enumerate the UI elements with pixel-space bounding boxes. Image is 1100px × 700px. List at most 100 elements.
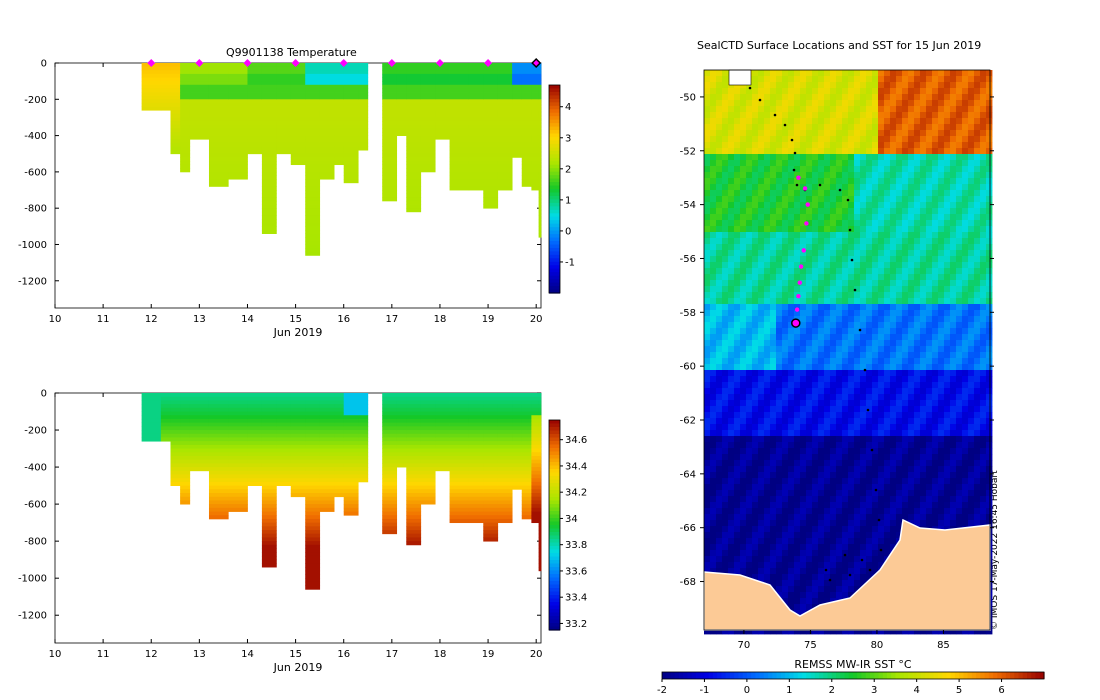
sst-cell [848, 424, 855, 431]
sst-cell [884, 130, 891, 137]
salinity-cell [538, 511, 542, 516]
salinity-cell [497, 489, 513, 494]
sst-cell [944, 430, 951, 437]
sst-cell [896, 256, 903, 263]
salinity-cell [449, 504, 470, 509]
sst-cell [776, 244, 783, 251]
sst-cell [962, 118, 969, 125]
temperature-cell [358, 70, 369, 75]
temperature-cell [247, 128, 263, 133]
temperature-cell [247, 124, 263, 129]
sst-cell [884, 118, 891, 125]
sst-cell [968, 340, 975, 347]
sst-cell [734, 298, 741, 305]
sst-cell [716, 388, 723, 395]
temperature-cell [483, 63, 499, 68]
sst-cell [902, 430, 909, 437]
salt-colorbar-segment [549, 598, 560, 603]
sst-cell [950, 178, 957, 185]
temperature-cell [261, 88, 277, 93]
sst-cell [968, 94, 975, 101]
temp-colorbar-segment [549, 234, 560, 239]
sst-cell [848, 364, 855, 371]
sst-cell [824, 280, 831, 287]
salinity-cell [497, 455, 513, 461]
salinity-cell [497, 515, 513, 520]
sst-cell [836, 160, 843, 167]
sst-cell [968, 226, 975, 233]
temperature-cell [305, 157, 321, 162]
salt-colorbar-segment [549, 619, 560, 624]
sst-cell [890, 364, 897, 371]
sst-cell [938, 232, 945, 239]
temperature-cell [208, 99, 229, 104]
sst-cell [812, 382, 819, 389]
sst-cell [932, 352, 939, 359]
sst-cell [770, 382, 777, 389]
salinity-cell [512, 441, 523, 446]
salinity-cell [170, 481, 181, 486]
sst-cell [944, 274, 951, 281]
sst-cell [824, 136, 831, 143]
sst-cell [962, 208, 969, 215]
sst-cell [878, 382, 885, 389]
sst-cell [824, 148, 831, 155]
sst-cell [866, 352, 873, 359]
sst-cell [746, 346, 753, 353]
temperature-cell [538, 222, 542, 227]
sst-cell [848, 274, 855, 281]
temperature-cell [261, 229, 277, 234]
sst-cell [974, 364, 981, 371]
sst-cell [854, 304, 861, 311]
sst-cell [824, 334, 831, 341]
sst-cell [764, 154, 771, 161]
temperature-cell [382, 102, 398, 107]
sst-cell [962, 226, 969, 233]
salinity-cell [521, 415, 532, 420]
sst-cell [944, 262, 951, 269]
sst-cell [908, 364, 915, 371]
sst-cell [920, 178, 927, 185]
salinity-cell [170, 400, 181, 405]
salinity-cell [358, 470, 369, 475]
sst-cell [968, 208, 975, 215]
temperature-cell [497, 168, 513, 173]
sst-cell [776, 220, 783, 227]
sst-cell [848, 340, 855, 347]
temperature-cell [208, 146, 229, 151]
sst-cell [806, 262, 813, 269]
sst-cell [734, 184, 741, 191]
sst-cell [740, 190, 747, 197]
sst-cell [902, 328, 909, 335]
sst-cell [818, 376, 825, 383]
sst-cell [794, 262, 801, 269]
sst-cell [824, 328, 831, 335]
sst-cell [740, 274, 747, 281]
sst-cell [902, 214, 909, 221]
sst-cell [716, 100, 723, 107]
temperature-cell [305, 88, 321, 93]
sst-cell [950, 166, 957, 173]
sst-cell [836, 70, 843, 77]
sst-cell [782, 100, 789, 107]
salinity-cell [420, 418, 436, 424]
sst-cell [908, 208, 915, 215]
sst-cell [866, 364, 873, 371]
temp-colorbar-segment [549, 209, 560, 214]
salt-colorbar-frame [548, 419, 561, 631]
temperature-cell [449, 121, 470, 126]
sst-cell [956, 400, 963, 407]
salinity-cell [420, 452, 436, 457]
sst-cell [842, 190, 849, 197]
sst-cell [860, 358, 867, 365]
temperature-cell [261, 164, 277, 169]
salinity-cell [305, 489, 321, 494]
sst-cell [914, 418, 921, 425]
sst-cell [944, 82, 951, 89]
sst-cell [836, 424, 843, 431]
sst-cell [752, 286, 759, 293]
sst-cell [752, 340, 759, 347]
sst-cell [902, 292, 909, 299]
sst-cell [908, 262, 915, 269]
salinity-cell [483, 522, 499, 527]
